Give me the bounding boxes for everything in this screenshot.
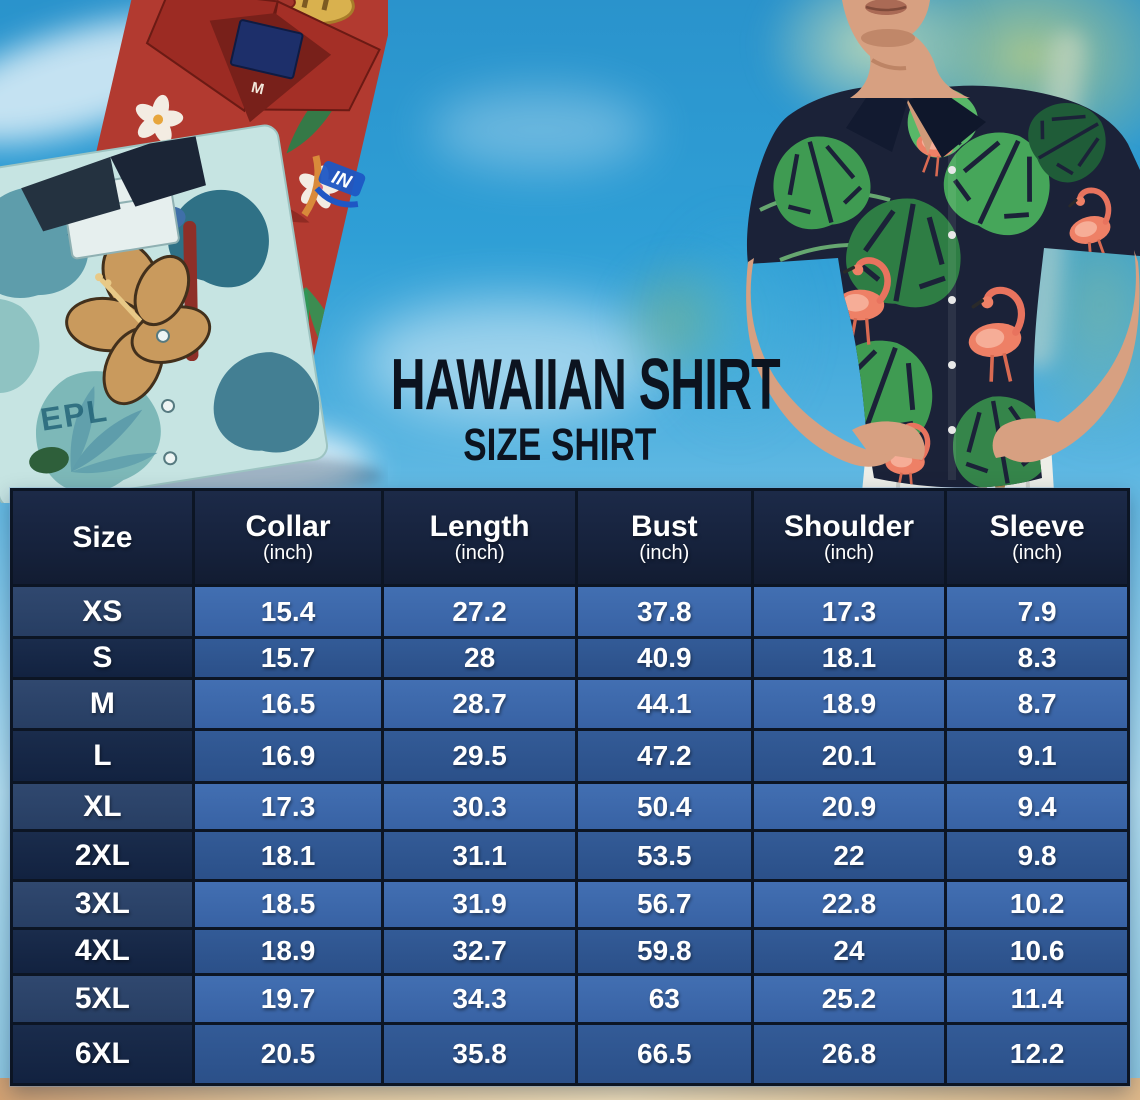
size-chart-table: Size Collar (inch) Length (inch) Bust (inch… [10, 488, 1130, 1086]
teal-shirt-collar [110, 128, 206, 207]
size-label-cell: M [13, 680, 192, 728]
size-value-cell: 9.1 [947, 730, 1127, 781]
size-value-cell: 18.9 [753, 680, 945, 728]
mouth [865, 0, 907, 15]
size-value-cell: 44.1 [577, 680, 751, 728]
hibiscus-flower [65, 240, 212, 406]
size-value-cell: 63 [577, 976, 751, 1022]
size-value-cell: 35.8 [384, 1024, 575, 1083]
size-label-cell: 5XL [13, 976, 192, 1022]
size-value-cell: 10.6 [947, 929, 1127, 974]
size-value-cell: 17.3 [194, 783, 382, 830]
size-value-cell: 26.8 [753, 1024, 945, 1083]
red-shirt-neck-label [229, 19, 304, 80]
right-hand [992, 418, 1062, 458]
size-label-cell: 6XL [13, 1024, 192, 1083]
arms [746, 250, 1140, 467]
blurred-palm-foliage [610, 250, 750, 390]
bird-motif [29, 447, 69, 474]
col-header-length: Length (inch) [384, 491, 575, 585]
model-photo [746, 0, 1140, 492]
size-value-cell: 16.9 [194, 730, 382, 781]
col-header-sleeve: Sleeve (inch) [947, 491, 1127, 585]
size-value-cell: 34.3 [384, 976, 575, 1022]
size-value-cell: 27.2 [384, 587, 575, 637]
size-value-cell: 19.7 [194, 976, 382, 1022]
size-value-cell: 18.9 [194, 929, 382, 974]
flamingo-shirt [746, 85, 1140, 488]
size-value-cell: 29.5 [384, 730, 575, 781]
size-value-cell: 9.8 [947, 832, 1127, 880]
size-value-cell: 66.5 [577, 1024, 751, 1083]
size-value-cell: 24 [753, 929, 945, 974]
size-label-cell: 4XL [13, 929, 192, 974]
size-value-cell: 56.7 [577, 882, 751, 927]
size-value-cell: 20.1 [753, 730, 945, 781]
size-value-cell: 9.4 [947, 783, 1127, 830]
size-value-cell: 11.4 [947, 976, 1127, 1022]
size-value-cell: 30.3 [384, 783, 575, 830]
size-label-cell: 3XL [13, 882, 192, 927]
size-value-cell: 7.9 [947, 587, 1127, 637]
size-value-cell: 31.1 [384, 832, 575, 880]
size-value-cell: 25.2 [753, 976, 945, 1022]
size-value-cell: 47.2 [577, 730, 751, 781]
size-value-cell: 20.9 [753, 783, 945, 830]
size-value-cell: 8.7 [947, 680, 1127, 728]
teal-hawaiian-shirt: EPL [0, 124, 329, 503]
folded-shirts-photo: M IN [0, 0, 388, 503]
size-value-cell: 18.1 [194, 832, 382, 880]
collar-right [908, 90, 986, 158]
size-value-cell: 59.8 [577, 929, 751, 974]
cloud [430, 90, 650, 170]
collar-left [846, 92, 908, 152]
size-value-cell: 28.7 [384, 680, 575, 728]
col-header-shoulder: Shoulder (inch) [753, 491, 945, 585]
left-hand [852, 421, 925, 460]
size-value-cell: 50.4 [577, 783, 751, 830]
size-value-cell: 12.2 [947, 1024, 1127, 1083]
size-value-cell: 31.9 [384, 882, 575, 927]
size-value-cell: 37.8 [577, 587, 751, 637]
size-value-cell: 40.9 [577, 639, 751, 678]
size-value-cell: 53.5 [577, 832, 751, 880]
teal-shirt-collar [21, 156, 121, 232]
size-value-cell: 32.7 [384, 929, 575, 974]
size-value-cell: 18.5 [194, 882, 382, 927]
size-label-cell: XL [13, 783, 192, 830]
red-shirt-size-tag: M [250, 79, 266, 98]
size-value-cell: 22 [753, 832, 945, 880]
size-value-cell: 15.4 [194, 587, 382, 637]
model-face [842, 0, 970, 98]
size-label-cell: L [13, 730, 192, 781]
size-label-cell: XS [13, 587, 192, 637]
poster-title: HAWAIIAN SHIRT [390, 344, 781, 425]
size-label-cell: 2XL [13, 832, 192, 880]
size-value-cell: 16.5 [194, 680, 382, 728]
size-value-cell: 22.8 [753, 882, 945, 927]
poster-subtitle: SIZE SHIRT [463, 419, 657, 470]
size-value-cell: 20.5 [194, 1024, 382, 1083]
size-value-cell: 8.3 [947, 639, 1127, 678]
title-block: HAWAIIAN SHIRT SIZE SHIRT [315, 344, 805, 471]
col-header-bust: Bust (inch) [577, 491, 751, 585]
size-label-cell: S [13, 639, 192, 678]
size-value-cell: 18.1 [753, 639, 945, 678]
size-value-cell: 28 [384, 639, 575, 678]
size-value-cell: 15.7 [194, 639, 382, 678]
col-header-collar: Collar (inch) [194, 491, 382, 585]
size-value-cell: 17.3 [753, 587, 945, 637]
col-header-size: Size [13, 491, 192, 585]
size-value-cell: 10.2 [947, 882, 1127, 927]
